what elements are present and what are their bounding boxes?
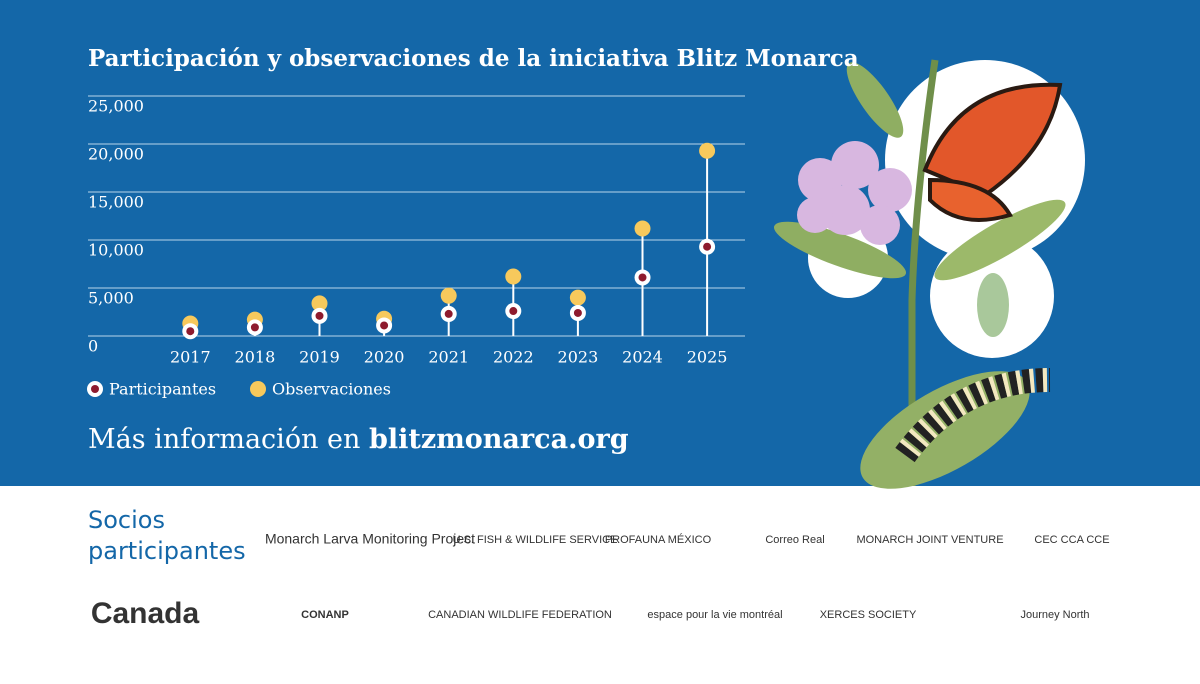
- participant-dot-center: [250, 323, 259, 332]
- partner-logo: Monarch Larva Monitoring Project: [265, 531, 475, 547]
- y-tick-label: 10,000: [88, 241, 144, 260]
- partner-logo: Correo Real: [765, 534, 824, 546]
- y-tick-label: 0: [88, 337, 98, 356]
- partner-logo: CONANP: [301, 609, 349, 621]
- legend-marker: [250, 381, 266, 397]
- x-tick-label: 2021: [428, 348, 469, 367]
- partner-logo: espace pour la vie montréal: [647, 609, 782, 621]
- partners-heading: Socios: [88, 506, 165, 534]
- leaf: [773, 221, 907, 279]
- observation-dot: [440, 287, 457, 304]
- butterfly-wing: [928, 177, 1013, 222]
- stem: [908, 59, 939, 486]
- partner-logo: Canada: [91, 597, 200, 630]
- leaf: [934, 199, 1066, 281]
- x-tick-label: 2023: [558, 348, 599, 367]
- partners-panel: [0, 486, 1200, 684]
- observation-dot: [699, 142, 716, 159]
- y-tick-label: 20,000: [88, 145, 144, 164]
- participant-dot-center: [380, 321, 389, 330]
- y-tick-label: 5,000: [88, 289, 134, 308]
- more-info-prefix: Más información en: [88, 424, 360, 455]
- x-tick-label: 2024: [622, 348, 663, 367]
- leaf: [846, 62, 904, 138]
- flower: [831, 141, 879, 189]
- flowers: [797, 141, 912, 245]
- illustration: [773, 59, 1085, 489]
- x-tick-label: 2020: [364, 348, 405, 367]
- partner-logo: XERCES SOCIETY: [820, 609, 917, 621]
- butterfly-wing: [922, 82, 1063, 198]
- y-tick-label: 25,000: [88, 97, 144, 116]
- x-tick-label: 2019: [299, 348, 340, 367]
- caterpillar-stripe: [895, 368, 1051, 463]
- plot: 0 5,000 10,000 15,000 20,000 25,000 2017 2018 20…: [87, 95, 745, 399]
- x-tick-label: 2017: [170, 348, 211, 367]
- legend-label: Participantes: [109, 380, 216, 399]
- more-info: Más información en blitzmonarca.org: [88, 424, 629, 455]
- participant-dot-center: [509, 307, 518, 316]
- participant-dot-center: [703, 242, 712, 251]
- chrysalis: [977, 273, 1009, 337]
- partner-logo: CEC CCA CCE: [1034, 534, 1109, 546]
- participant-dot-center: [186, 327, 195, 336]
- observation-dot: [311, 295, 328, 312]
- x-tick-label: 2025: [687, 348, 728, 367]
- more-info-link[interactable]: blitzmonarca.org: [369, 424, 629, 455]
- x-tick-label: 2022: [493, 348, 534, 367]
- x-tick-label: 2018: [235, 348, 276, 367]
- flower: [860, 205, 900, 245]
- flower: [868, 168, 912, 212]
- flower: [820, 185, 870, 235]
- chart-title: Participación y observaciones de la inic…: [88, 45, 859, 72]
- legend-marker: [91, 385, 99, 393]
- leaf: [860, 371, 1030, 489]
- observation-dot: [569, 289, 586, 306]
- participant-dot-center: [573, 308, 582, 317]
- caterpillar: [895, 368, 1051, 463]
- partner-logo: Journey North: [1020, 609, 1089, 621]
- participant-dot-center: [444, 309, 453, 318]
- partner-logo: CANADIAN WILDLIFE FEDERATION: [428, 609, 612, 621]
- partners-heading: participantes: [88, 537, 246, 565]
- legend-label: Observaciones: [272, 380, 391, 399]
- y-tick-label: 15,000: [88, 193, 144, 212]
- partner-logo: MONARCH JOINT VENTURE: [856, 534, 1003, 546]
- observation-dot: [505, 268, 522, 285]
- participant-dot-center: [638, 273, 647, 282]
- participant-dot-center: [315, 311, 324, 320]
- observation-dot: [634, 220, 651, 237]
- partner-logo: PROFAUNA MÉXICO: [605, 533, 712, 546]
- flower: [797, 197, 833, 233]
- partner-logo: U.S. FISH & WILDLIFE SERVICE: [453, 534, 618, 546]
